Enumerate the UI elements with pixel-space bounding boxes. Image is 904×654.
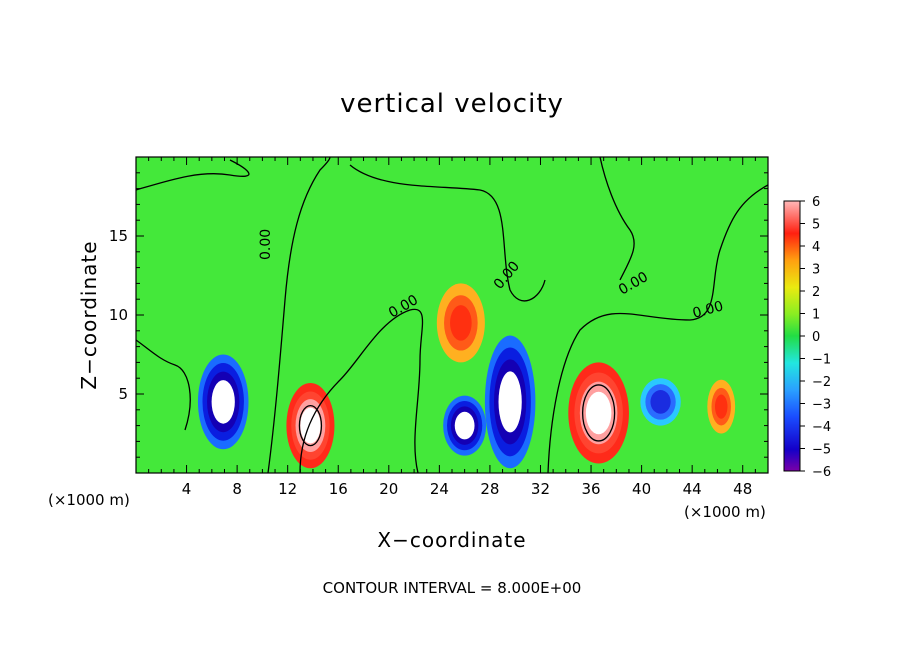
downdraft-cell [211,380,235,424]
zero-contour [547,184,768,473]
zero-contour [599,157,635,281]
contour-label: 0.00 [258,229,274,260]
zero-contour [299,308,424,473]
x-tick-label: 8 [232,480,242,498]
zero-contour [136,339,191,431]
colorbar-tick-label: −3 [812,398,831,413]
x-axis-label: X−coordinate [377,528,526,552]
x-tick-label: 36 [581,480,600,498]
x-units-right: (×1000 m) [684,503,766,521]
contour-ring [581,384,616,442]
x-tick-label: 48 [733,480,752,498]
colorbar-tick-label: −4 [812,420,831,435]
colorbar-tick-label: 3 [812,263,820,278]
updraft-cell [585,391,612,435]
y-axis-label: Z−coordinate [77,240,101,389]
contour-label: 0.00 [691,298,725,322]
colorbar-gradient [783,200,801,472]
updraft-cell [450,305,472,341]
x-tick-label: 24 [430,480,449,498]
plot-area: 0.000.000.00 0.000.00 [136,157,768,473]
downdraft-cell [650,390,671,414]
colorbar-tick-label: −2 [812,375,831,390]
colorbar-tick-label: 0 [812,330,820,345]
zero-contour [349,164,546,302]
colorbar-tick-label: −1 [812,353,831,368]
chart-title: vertical velocity [340,89,564,119]
x-tick-label: 40 [632,480,651,498]
x-tick-label: 44 [683,480,702,498]
x-tick-label: 16 [329,480,348,498]
x-tick-label: 32 [531,480,550,498]
x-tick-label: 20 [379,480,398,498]
colorbar-tick-label: 6 [812,195,820,210]
zero-contour [267,157,331,473]
z-tick-label: 10 [109,306,128,324]
colorbar-tick-label: 1 [812,308,820,323]
colorbar-tick-label: 2 [812,285,820,300]
x-tick-label: 4 [182,480,192,498]
contour-interval-note: CONTOUR INTERVAL = 8.000E+00 [323,579,582,597]
updraft-cell [714,394,728,419]
x-tick-label: 28 [480,480,499,498]
contour-ring [298,404,323,447]
colorbar: 6 5 4 3 2 1 0 −1 −2 −3 −4 −5 −6 [783,195,831,480]
zero-contour [136,159,250,191]
z-tick-label: 15 [109,227,128,245]
colorbar-tick-label: 4 [812,240,820,255]
downdraft-cell [498,371,522,433]
x-units-left: (×1000 m) [48,491,130,509]
x-tick-label: 12 [278,480,297,498]
colorbar-tick-label: 5 [812,218,820,233]
colorbar-tick-label: −5 [812,443,831,458]
z-tick-label: 5 [118,385,128,403]
downdraft-cell [454,411,475,440]
colorbar-tick-label: −6 [812,465,831,480]
updraft-cell [300,407,321,444]
